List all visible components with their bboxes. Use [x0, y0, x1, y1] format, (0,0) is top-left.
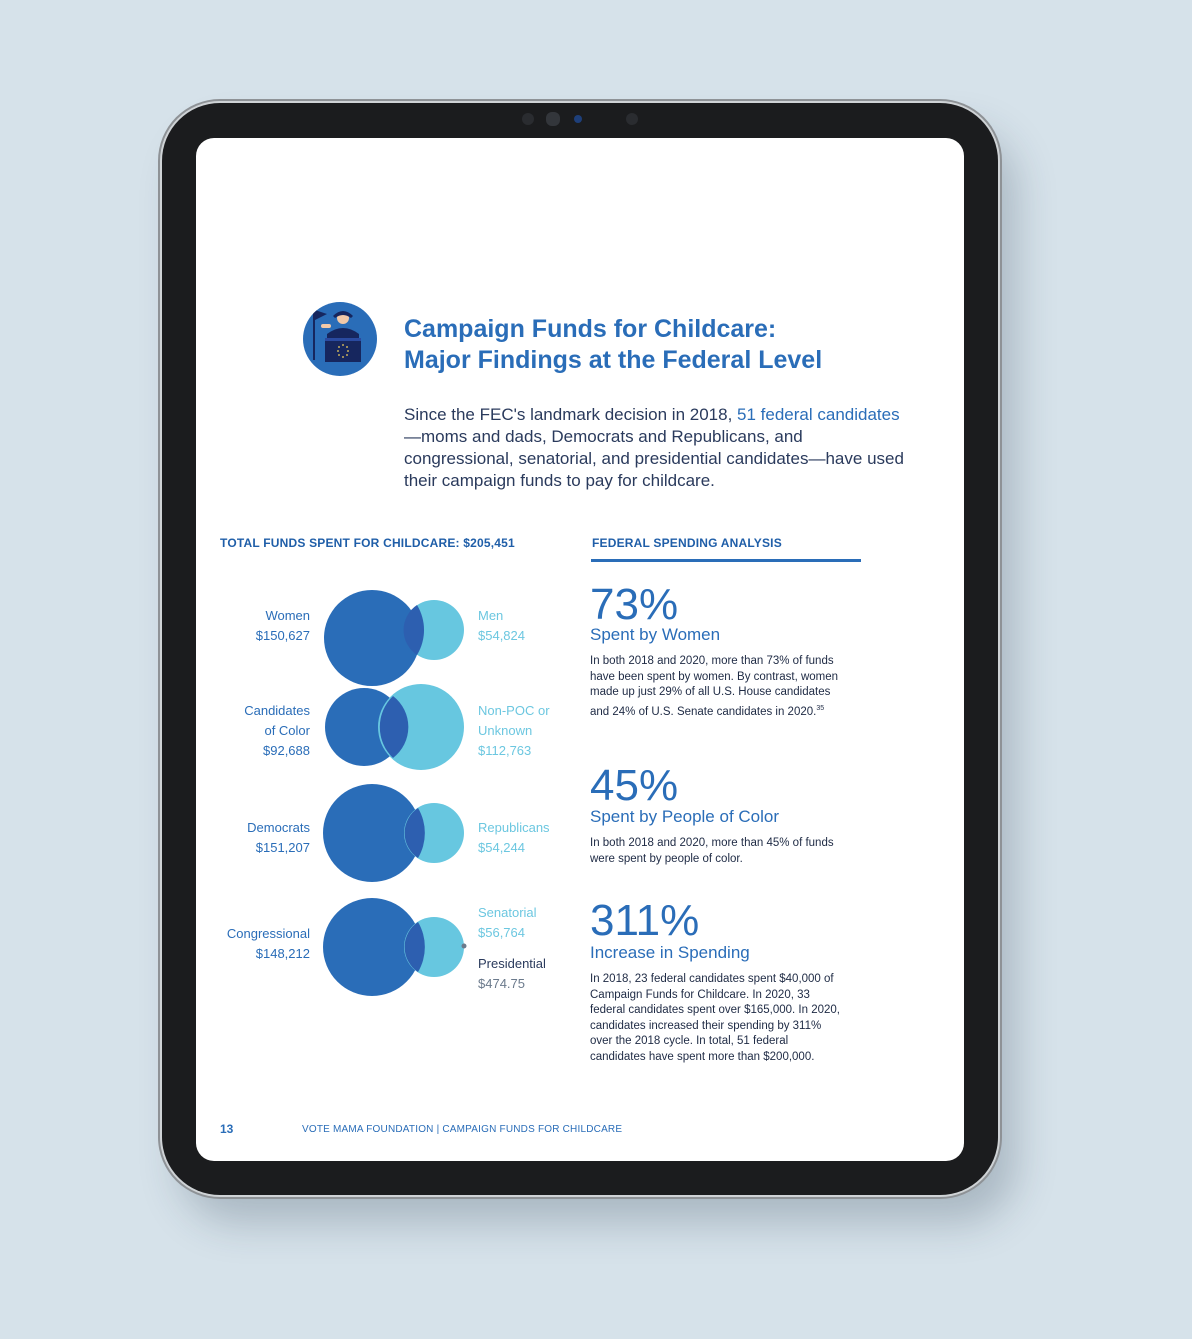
- label-line: Republicans: [478, 820, 550, 835]
- venn-women-circle: [324, 590, 420, 686]
- sensor-icon: [522, 113, 534, 125]
- stat-311-text: In 2018, 23 federal candidates spent $40…: [590, 973, 840, 1063]
- label-non-poc: Non-POC or Unknown $112,763: [478, 701, 550, 761]
- venn-overlap: [404, 922, 425, 972]
- label-value: $56,764: [478, 925, 525, 940]
- page-title: Campaign Funds for Childcare: Major Find…: [404, 314, 924, 376]
- analysis-heading: FEDERAL SPENDING ANALYSIS: [592, 536, 782, 550]
- label-senatorial: Senatorial $56,764: [478, 903, 537, 943]
- document-page: Campaign Funds for Childcare: Major Find…: [196, 138, 964, 1161]
- venn-congressional-circle: [323, 898, 421, 996]
- title-line-2: Major Findings at the Federal Level: [404, 346, 823, 374]
- stat-45-value: 45%: [590, 761, 679, 810]
- stat-73-value: 73%: [590, 580, 679, 629]
- intro-text: Since the FEC's landmark decision in 201…: [404, 405, 738, 424]
- label-line: of Color: [264, 723, 310, 738]
- label-line: Democrats: [247, 820, 310, 835]
- label-line: Unknown: [478, 723, 533, 738]
- stat-text: In both 2018 and 2020, more than 73% of …: [590, 655, 839, 718]
- label-line: Congressional: [226, 926, 310, 941]
- indicator-light-icon: [574, 115, 582, 123]
- label-republicans: Republicans $54,244: [478, 818, 550, 858]
- stat-311-label: Increase in Spending: [590, 943, 750, 962]
- stat-45-label: Spent by People of Color: [590, 807, 780, 826]
- label-line: Presidential: [478, 956, 546, 971]
- label-value: $474.75: [478, 976, 525, 991]
- intro-text-rest: —moms and dads, Democrats and Republican…: [404, 427, 904, 490]
- intro-highlight: 51 federal candidates: [737, 405, 900, 424]
- ballot-box-icon: [303, 302, 377, 376]
- heading-rule: [591, 559, 861, 562]
- venn-overlap: [403, 605, 425, 655]
- label-value: $54,244: [478, 840, 525, 855]
- camera-icon: [546, 112, 560, 126]
- label-line: Men: [478, 608, 504, 623]
- label-value: $148,212: [255, 946, 310, 961]
- label-value: $151,207: [255, 840, 310, 855]
- venn-overlap: [404, 808, 425, 858]
- label-democrats: Democrats $151,207: [247, 818, 310, 858]
- label-congressional: Congressional $148,212: [227, 924, 310, 964]
- stat-73-text: In both 2018 and 2020, more than 73% of …: [590, 654, 840, 720]
- label-men: Men $54,824: [478, 606, 525, 646]
- label-value: $92,688: [263, 743, 310, 758]
- intro-paragraph: Since the FEC's landmark decision in 201…: [404, 404, 904, 492]
- total-funds-heading: TOTAL FUNDS SPENT FOR CHILDCARE: $205,45…: [220, 536, 515, 550]
- label-line: Non-POC or: [478, 703, 550, 718]
- venn-overlap: [379, 696, 409, 758]
- label-value: $112,763: [478, 743, 532, 758]
- footer-text: VOTE MAMA FOUNDATION | CAMPAIGN FUNDS FO…: [302, 1124, 623, 1135]
- label-value: $54,824: [478, 628, 525, 643]
- label-line: Candidates: [244, 703, 310, 718]
- venn-diagrams: [323, 590, 467, 996]
- sensor-icon: [626, 113, 638, 125]
- label-line: Women: [265, 608, 310, 623]
- label-presidential: Presidential $474.75: [478, 954, 546, 994]
- stat-73-label: Spent by Women: [590, 625, 721, 644]
- stat-311-value: 311%: [590, 896, 700, 945]
- stat-45-text: In both 2018 and 2020, more than 45% of …: [590, 837, 834, 865]
- venn-presidential-dot: [461, 943, 467, 949]
- label-candidates-of-color: Candidates of Color $92,688: [244, 701, 310, 761]
- page-number: 13: [220, 1122, 234, 1136]
- label-women: Women $150,627: [256, 606, 310, 646]
- label-line: Senatorial: [478, 905, 537, 920]
- label-value: $150,627: [255, 628, 310, 643]
- title-line-1: Campaign Funds for Childcare:: [404, 315, 777, 343]
- venn-democrats-circle: [323, 784, 421, 882]
- footnote-ref: 35: [816, 704, 825, 712]
